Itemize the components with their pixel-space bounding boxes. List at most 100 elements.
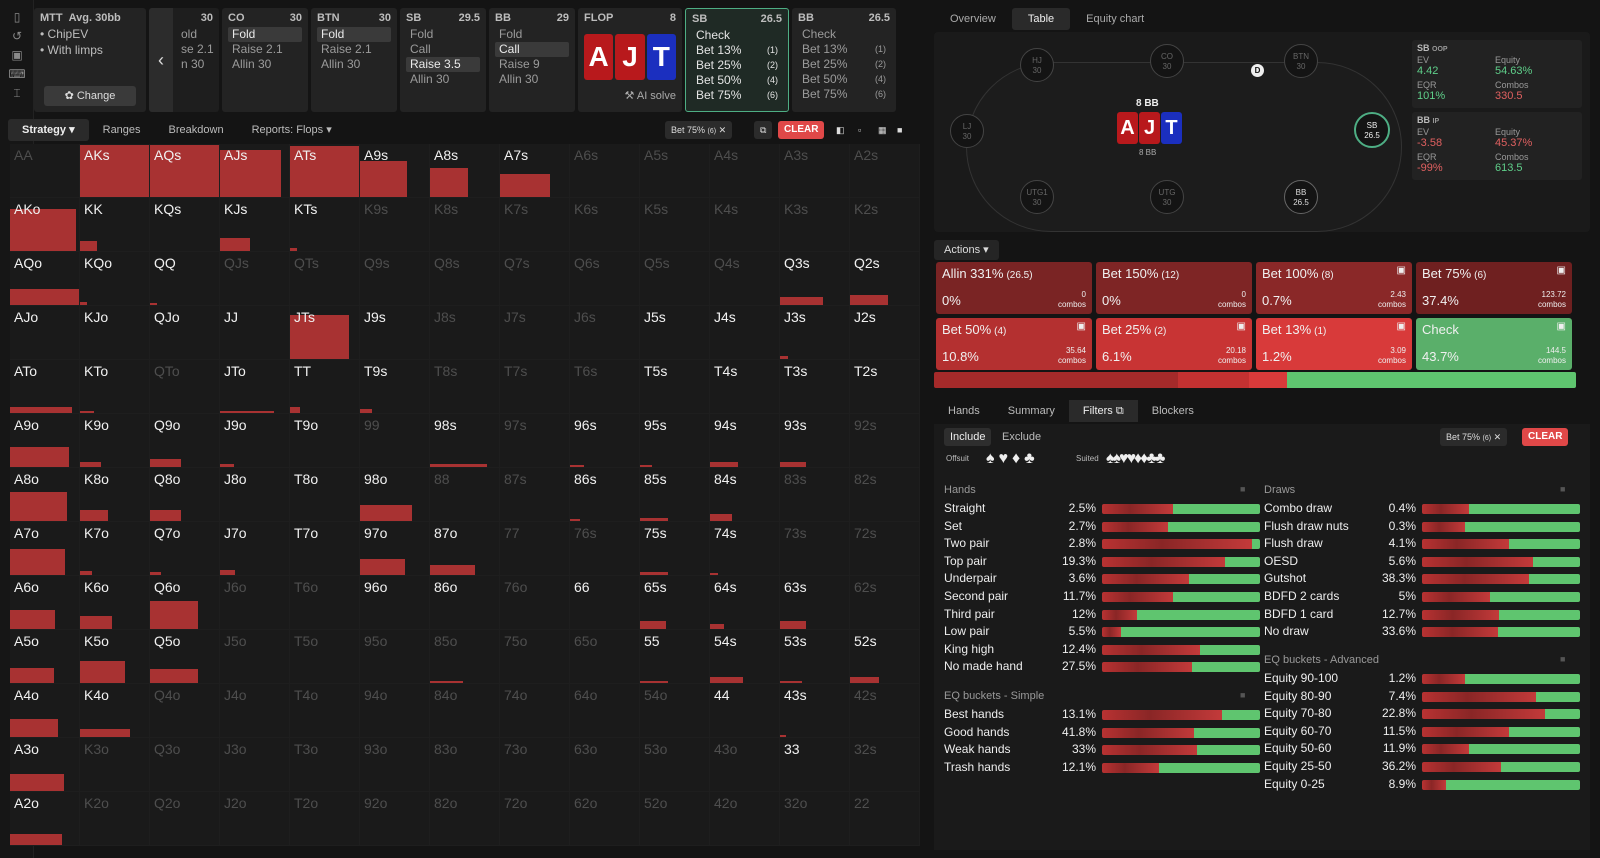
tree-icon[interactable]: ⌶ [13, 86, 21, 100]
hand-cell[interactable]: 66 [570, 576, 640, 630]
hand-cell[interactable]: K8o [80, 468, 150, 522]
filter-row[interactable]: Trash hands 12.1% [944, 759, 1264, 776]
filter-row[interactable]: King high 12.4% [944, 641, 1264, 658]
exclude-toggle[interactable]: Exclude [1002, 431, 1042, 443]
change-button[interactable]: ✿ Change [44, 86, 136, 106]
position-node-co[interactable]: CO 30 Fold Raise 2.1 Allin 30 [222, 8, 308, 112]
position-node-sb[interactable]: SB 29.5 Fold Call Raise 3.5 Allin 30 [400, 8, 486, 112]
hand-cell[interactable]: Q4o [150, 684, 220, 738]
hand-cell[interactable]: 99 [360, 414, 430, 468]
node-option[interactable]: Allin 30 [410, 72, 450, 86]
clear-button[interactable]: CLEAR [778, 121, 825, 139]
filter-row[interactable]: No draw 33.6% [1264, 623, 1584, 640]
hand-cell[interactable]: K6s [570, 198, 640, 252]
hand-cell[interactable]: QTo [150, 360, 220, 414]
hand-cell[interactable]: 97o [360, 522, 430, 576]
hand-cell[interactable]: 65o [570, 630, 640, 684]
ai-solve-button[interactable]: ⚒ AI solve [625, 89, 676, 102]
node-option[interactable]: Allin 30 [232, 57, 272, 71]
hand-cell[interactable]: 98s [430, 414, 500, 468]
hand-cell[interactable]: 88 [430, 468, 500, 522]
filter-row[interactable]: Combo draw 0.4% [1264, 500, 1584, 517]
hand-cell[interactable]: 62o [570, 792, 640, 846]
node-option[interactable]: Bet 25% (2) [692, 58, 782, 73]
hand-cell[interactable]: 95o [360, 630, 430, 684]
hand-cell[interactable]: K8s [430, 198, 500, 252]
node-option[interactable]: Allin 30 [499, 72, 539, 86]
hand-cell[interactable]: 53s [780, 630, 850, 684]
hand-cell[interactable]: K2s [850, 198, 920, 252]
hand-cell[interactable]: T2s [850, 360, 920, 414]
hand-cell[interactable]: 64s [710, 576, 780, 630]
hand-cell[interactable]: Q9s [360, 252, 430, 306]
hand-cell[interactable]: 96s [570, 414, 640, 468]
filter-row[interactable]: Top pair 19.3% [944, 553, 1264, 570]
filter-row[interactable]: Weak hands 33% [944, 741, 1264, 758]
hand-cell[interactable]: 63o [570, 738, 640, 792]
filter-chip[interactable]: Bet 75% (6) ✕ [1440, 428, 1508, 446]
hand-cell[interactable]: Q3s [780, 252, 850, 306]
filter-row[interactable]: Set 2.7% [944, 518, 1264, 535]
hand-cell[interactable]: K5o [80, 630, 150, 684]
hand-cell[interactable]: AQs [150, 144, 220, 198]
hand-cell[interactable]: Q6s [570, 252, 640, 306]
hand-cell[interactable]: 52s [850, 630, 920, 684]
hand-cell[interactable]: T9s [360, 360, 430, 414]
filter-row[interactable]: BDFD 2 cards 5% [1264, 588, 1584, 605]
hand-cell[interactable]: 55 [640, 630, 710, 684]
node-option[interactable]: Fold [228, 27, 302, 42]
filter-row[interactable]: Two pair 2.8% [944, 535, 1264, 552]
node-option[interactable]: Raise 2.1 [232, 42, 283, 56]
actions-dropdown[interactable]: Actions ▾ [934, 240, 999, 260]
tab-equity-chart[interactable]: Equity chart [1086, 13, 1145, 25]
hand-cell[interactable]: 76o [500, 576, 570, 630]
hand-cell[interactable]: 87s [500, 468, 570, 522]
hand-cell[interactable]: J8s [430, 306, 500, 360]
filter-row[interactable]: OESD 5.6% [1264, 553, 1584, 570]
hand-cell[interactable]: QJs [220, 252, 290, 306]
hand-cell[interactable]: K7s [500, 198, 570, 252]
hand-cell[interactable]: AKs [80, 144, 150, 198]
collapse-icon[interactable]: ■ [1560, 654, 1566, 664]
node-option[interactable]: Fold [499, 27, 523, 41]
flop-node[interactable]: FLOP 8 A J T ⚒ AI solve [578, 8, 682, 112]
node-option[interactable]: Fold [317, 27, 391, 42]
hand-cell[interactable]: J5s [640, 306, 710, 360]
hand-cell[interactable]: T8o [290, 468, 360, 522]
expand-icon[interactable]: ▣ [1396, 265, 1406, 276]
action-box[interactable]: Bet 25% (2) 6.1% 20.18 combos ▣ [1096, 318, 1252, 370]
node-option[interactable]: Raise 9 [499, 57, 540, 71]
hand-cell[interactable]: 82o [430, 792, 500, 846]
hand-cell[interactable]: K2o [80, 792, 150, 846]
hand-cell[interactable]: 85s [640, 468, 710, 522]
collapse-icon[interactable]: ■ [1240, 690, 1246, 700]
clear-button[interactable]: CLEAR [1522, 428, 1569, 446]
hand-cell[interactable]: J9o [220, 414, 290, 468]
hand-cell[interactable]: J6s [570, 306, 640, 360]
node-option[interactable]: Bet 13% (1) [798, 42, 890, 57]
hand-cell[interactable]: J3s [780, 306, 850, 360]
hand-cell[interactable]: 94s [710, 414, 780, 468]
hand-cell[interactable]: A4o [10, 684, 80, 738]
action-box[interactable]: Bet 50% (4) 10.8% 35.64 combos ▣ [936, 318, 1092, 370]
tab-hands[interactable]: Hands [948, 405, 980, 417]
hand-cell[interactable]: KTo [80, 360, 150, 414]
hand-cell[interactable]: J7o [220, 522, 290, 576]
node-option[interactable]: Check [692, 28, 782, 43]
hand-cell[interactable]: A7s [500, 144, 570, 198]
hand-cell[interactable]: 86s [570, 468, 640, 522]
hand-cell[interactable]: 43o [710, 738, 780, 792]
hand-cell[interactable]: 76s [570, 522, 640, 576]
hand-cell[interactable]: 85o [430, 630, 500, 684]
square-icon[interactable]: ■ [897, 125, 903, 135]
hand-cell[interactable]: 86o [430, 576, 500, 630]
hand-cell[interactable]: Q5o [150, 630, 220, 684]
hand-cell[interactable]: Q5s [640, 252, 710, 306]
position-node-btn[interactable]: BTN 30 Fold Raise 2.1 Allin 30 [311, 8, 397, 112]
offsuit-suits-icon[interactable]: ♠♥♦♣ [986, 450, 1039, 467]
hand-cell[interactable]: T4o [290, 684, 360, 738]
hand-cell[interactable]: 72o [500, 792, 570, 846]
expand-icon[interactable]: ▣ [1556, 265, 1566, 276]
node-option[interactable]: Bet 13% (1) [692, 43, 782, 58]
hand-cell[interactable]: A3s [780, 144, 850, 198]
